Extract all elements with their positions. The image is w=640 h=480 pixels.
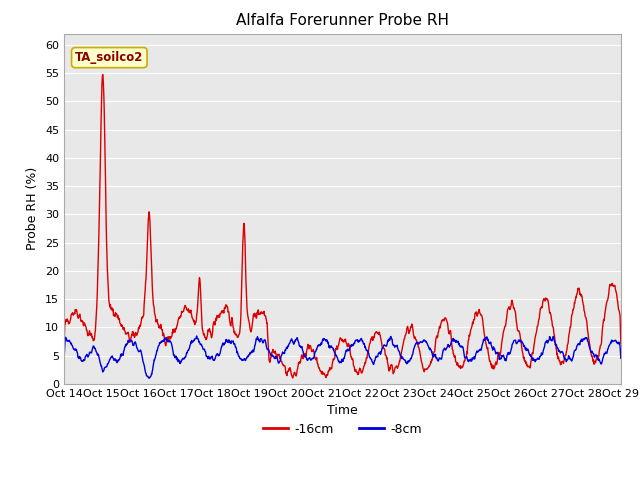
-8cm xyxy=(247,350,255,356)
-8cm xyxy=(552,342,559,348)
-8cm xyxy=(171,355,179,360)
Y-axis label: Probe RH (%): Probe RH (%) xyxy=(26,167,40,251)
-8cm xyxy=(60,358,68,364)
Line: -16cm: -16cm xyxy=(64,74,621,378)
-8cm xyxy=(502,356,510,361)
-8cm xyxy=(145,375,153,381)
-16cm xyxy=(184,306,192,312)
-16cm xyxy=(60,346,68,352)
-16cm xyxy=(552,342,559,348)
-8cm xyxy=(184,348,192,353)
Line: -8cm: -8cm xyxy=(64,336,621,378)
Legend: -16cm, -8cm: -16cm, -8cm xyxy=(258,418,427,441)
-8cm xyxy=(429,352,437,358)
-16cm xyxy=(289,375,296,381)
-8cm xyxy=(617,355,625,361)
-16cm xyxy=(171,326,179,332)
Text: TA_soilco2: TA_soilco2 xyxy=(75,51,143,64)
-16cm xyxy=(246,328,254,334)
-16cm xyxy=(502,317,510,323)
-8cm xyxy=(193,333,200,339)
Title: Alfalfa Forerunner Probe RH: Alfalfa Forerunner Probe RH xyxy=(236,13,449,28)
-16cm xyxy=(617,341,625,347)
-16cm xyxy=(429,352,437,358)
-16cm xyxy=(99,72,106,77)
X-axis label: Time: Time xyxy=(327,405,358,418)
